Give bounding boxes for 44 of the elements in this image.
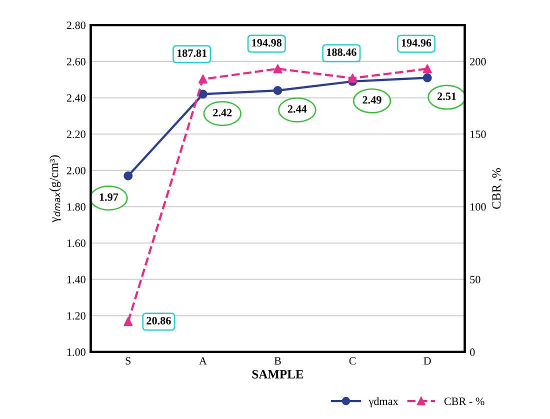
point [124, 171, 133, 180]
y-tick-label: 2.80 [66, 22, 86, 30]
x-tick-label: D [424, 357, 431, 365]
point [273, 64, 282, 74]
y-tick-label: 2.60 [66, 58, 86, 66]
data-label: 2.42 [213, 108, 232, 116]
y-tick-label: 2.00 [66, 166, 86, 174]
y-tick-label: 1.20 [67, 312, 86, 320]
y-tick-label: 1.00 [67, 348, 86, 356]
data-label: 187.81 [177, 49, 207, 57]
data-label: 20.86 [146, 316, 171, 324]
y2-axis-title: CBR ,% [492, 168, 502, 209]
x-tick-label: B [274, 357, 281, 365]
data-label: 188.46 [327, 48, 356, 56]
point [348, 74, 358, 83]
y-tick-label: 1.60 [67, 239, 86, 248]
y2-tick-label: 200 [470, 58, 486, 66]
y2-tick-label: 150 [470, 130, 486, 138]
x-axis-title: SAMPLE [252, 370, 304, 378]
point [422, 73, 432, 82]
data-label: 1.97 [100, 193, 118, 201]
data-label: 2.44 [288, 105, 307, 113]
legend-label: CBR - % [444, 398, 484, 406]
y-axis-title: γ$_{dmax}$(g/cm³) [49, 155, 61, 222]
point [198, 90, 208, 99]
y-tick-label: 1.40 [67, 276, 86, 284]
point [198, 74, 208, 84]
legend-label: γdmax [368, 397, 398, 408]
y-tick-label: 1.80 [67, 203, 86, 211]
x-tick-label: A [199, 357, 207, 365]
y2-tick-label: 50 [470, 276, 480, 284]
data-label: 2.49 [362, 96, 382, 104]
y2-tick-label: 0 [470, 348, 475, 356]
x-tick-label: S [126, 357, 131, 365]
x-tick-label: C [349, 357, 356, 365]
point [273, 86, 282, 96]
y2-tick-label: 100 [470, 203, 486, 211]
y-tick-label: 2.40 [66, 94, 86, 102]
point [422, 64, 432, 74]
data-label: 2.51 [438, 92, 456, 100]
data-label: 194.96 [402, 39, 432, 47]
point [124, 317, 133, 326]
data-label: 194.98 [252, 39, 282, 47]
y-tick-label: 2.20 [66, 130, 86, 138]
